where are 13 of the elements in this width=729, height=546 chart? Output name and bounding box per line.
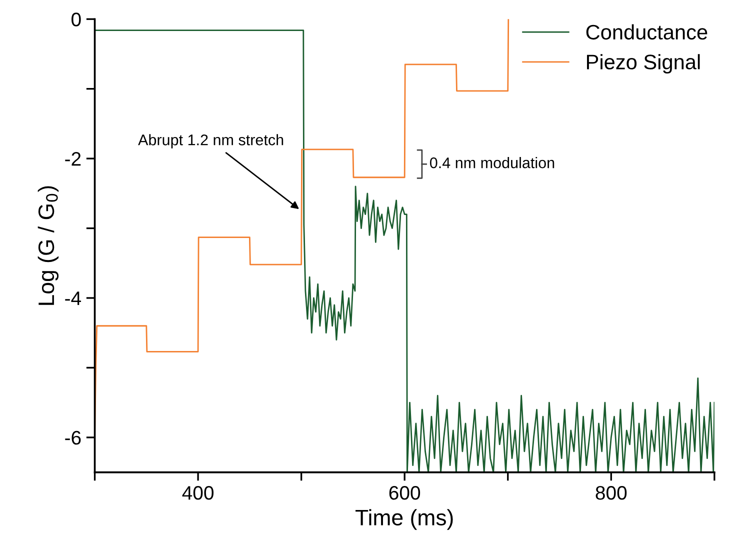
annotation: 0.4 nm modulation [430,157,554,168]
legend-label: Piezo Signal [587,54,700,74]
x-axis-title: Time (ms) [356,509,453,530]
y-tick-label: -6 [65,430,81,445]
y-axis-title: Log (G / G$_{0}$) [38,186,59,305]
y-tick-label: 0 [72,12,81,26]
annotation: Abrupt 1.2 nm stretch [138,134,284,148]
x-tick-label: 600 [389,486,420,500]
y-tick-label: -4 [65,292,82,306]
x-tick-label: 800 [596,486,627,500]
y-tick-label: -2 [65,152,81,166]
legend-label: Conductance [586,24,708,40]
x-tick-label: 400 [182,486,214,500]
